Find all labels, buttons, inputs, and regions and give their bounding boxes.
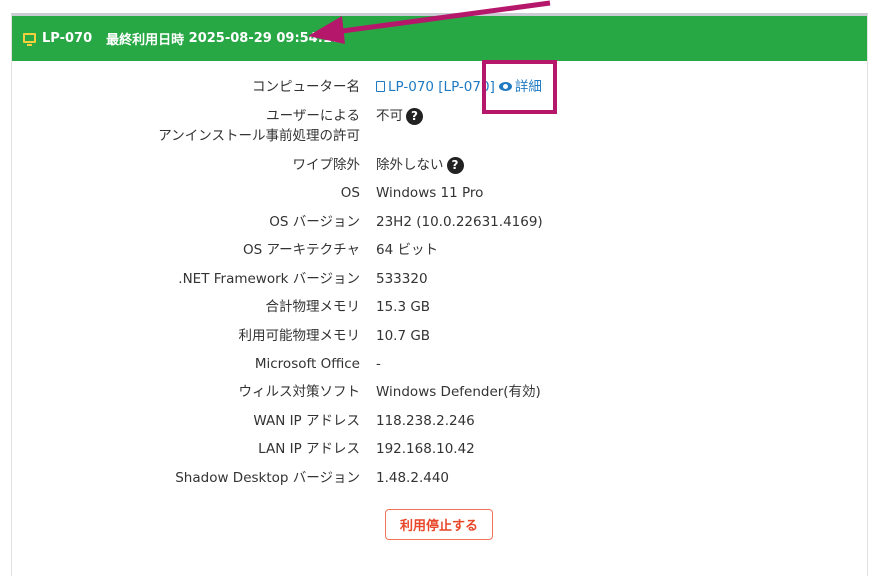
detail-link[interactable]: 詳細: [495, 79, 542, 95]
last-used-label: 最終利用日時: [106, 33, 185, 48]
help-icon[interactable]: ?: [446, 157, 464, 174]
row-label: ユーザーによる: [266, 108, 360, 124]
row-value: 64 ビット: [376, 242, 438, 258]
row-label: Shadow Desktop バージョン: [175, 470, 360, 486]
row-value: 1.48.2.440: [376, 470, 449, 486]
document-icon: [376, 81, 385, 92]
row-label: .NET Framework バージョン: [178, 271, 360, 287]
row-label: LAN IP アドレス: [258, 441, 360, 457]
row-label: OS アーキテクチャ: [242, 242, 360, 258]
row-value: 118.238.2.246: [376, 413, 475, 429]
row-value: 不可: [376, 108, 403, 124]
row-value: Windows Defender(有効): [376, 384, 541, 400]
row-label: 合計物理メモリ: [265, 299, 361, 315]
row-label: OS: [340, 185, 360, 201]
row-label: コンピューター名: [252, 79, 360, 95]
detail-link-text: 詳細: [514, 79, 542, 95]
computer-name-title: LP-070: [42, 31, 93, 46]
row-label: OS バージョン: [269, 214, 360, 230]
panel-header: LP-070 最終利用日時 2025-08-29 09:54:17: [12, 16, 867, 61]
eye-icon: [498, 82, 512, 91]
last-used-value: 2025-08-29 09:54:17: [188, 31, 342, 46]
computer-link[interactable]: LP-070 [LP-070]: [376, 79, 495, 95]
row-label-line2: アンインストール事前処理の許可: [158, 128, 360, 144]
row-value: 533320: [376, 271, 428, 287]
row-label: 利用可能物理メモリ: [238, 328, 361, 344]
row-value: 10.7 GB: [376, 328, 431, 344]
row-value: 除外しない: [376, 157, 444, 173]
computer-link-text: LP-070 [LP-070]: [388, 79, 495, 95]
row-label: WAN IP アドレス: [253, 413, 360, 429]
row-value: Windows 11 Pro: [376, 185, 484, 201]
computer-panel: LP-070 最終利用日時 2025-08-29 09:54:17: [11, 13, 868, 576]
stop-usage-button[interactable]: 利用停止する: [385, 509, 493, 540]
monitor-icon: [23, 32, 36, 46]
row-value: -: [376, 356, 381, 372]
row-value: 192.168.10.42: [376, 441, 475, 457]
help-icon[interactable]: ?: [406, 108, 423, 125]
row-label: ウィルス対策ソフト: [238, 384, 361, 400]
row-value: 15.3 GB: [376, 299, 431, 315]
row-label: Microsoft Office: [254, 356, 360, 372]
row-value: 23H2 (10.0.22631.4169): [376, 214, 543, 230]
row-label: ワイプ除外: [292, 157, 361, 173]
